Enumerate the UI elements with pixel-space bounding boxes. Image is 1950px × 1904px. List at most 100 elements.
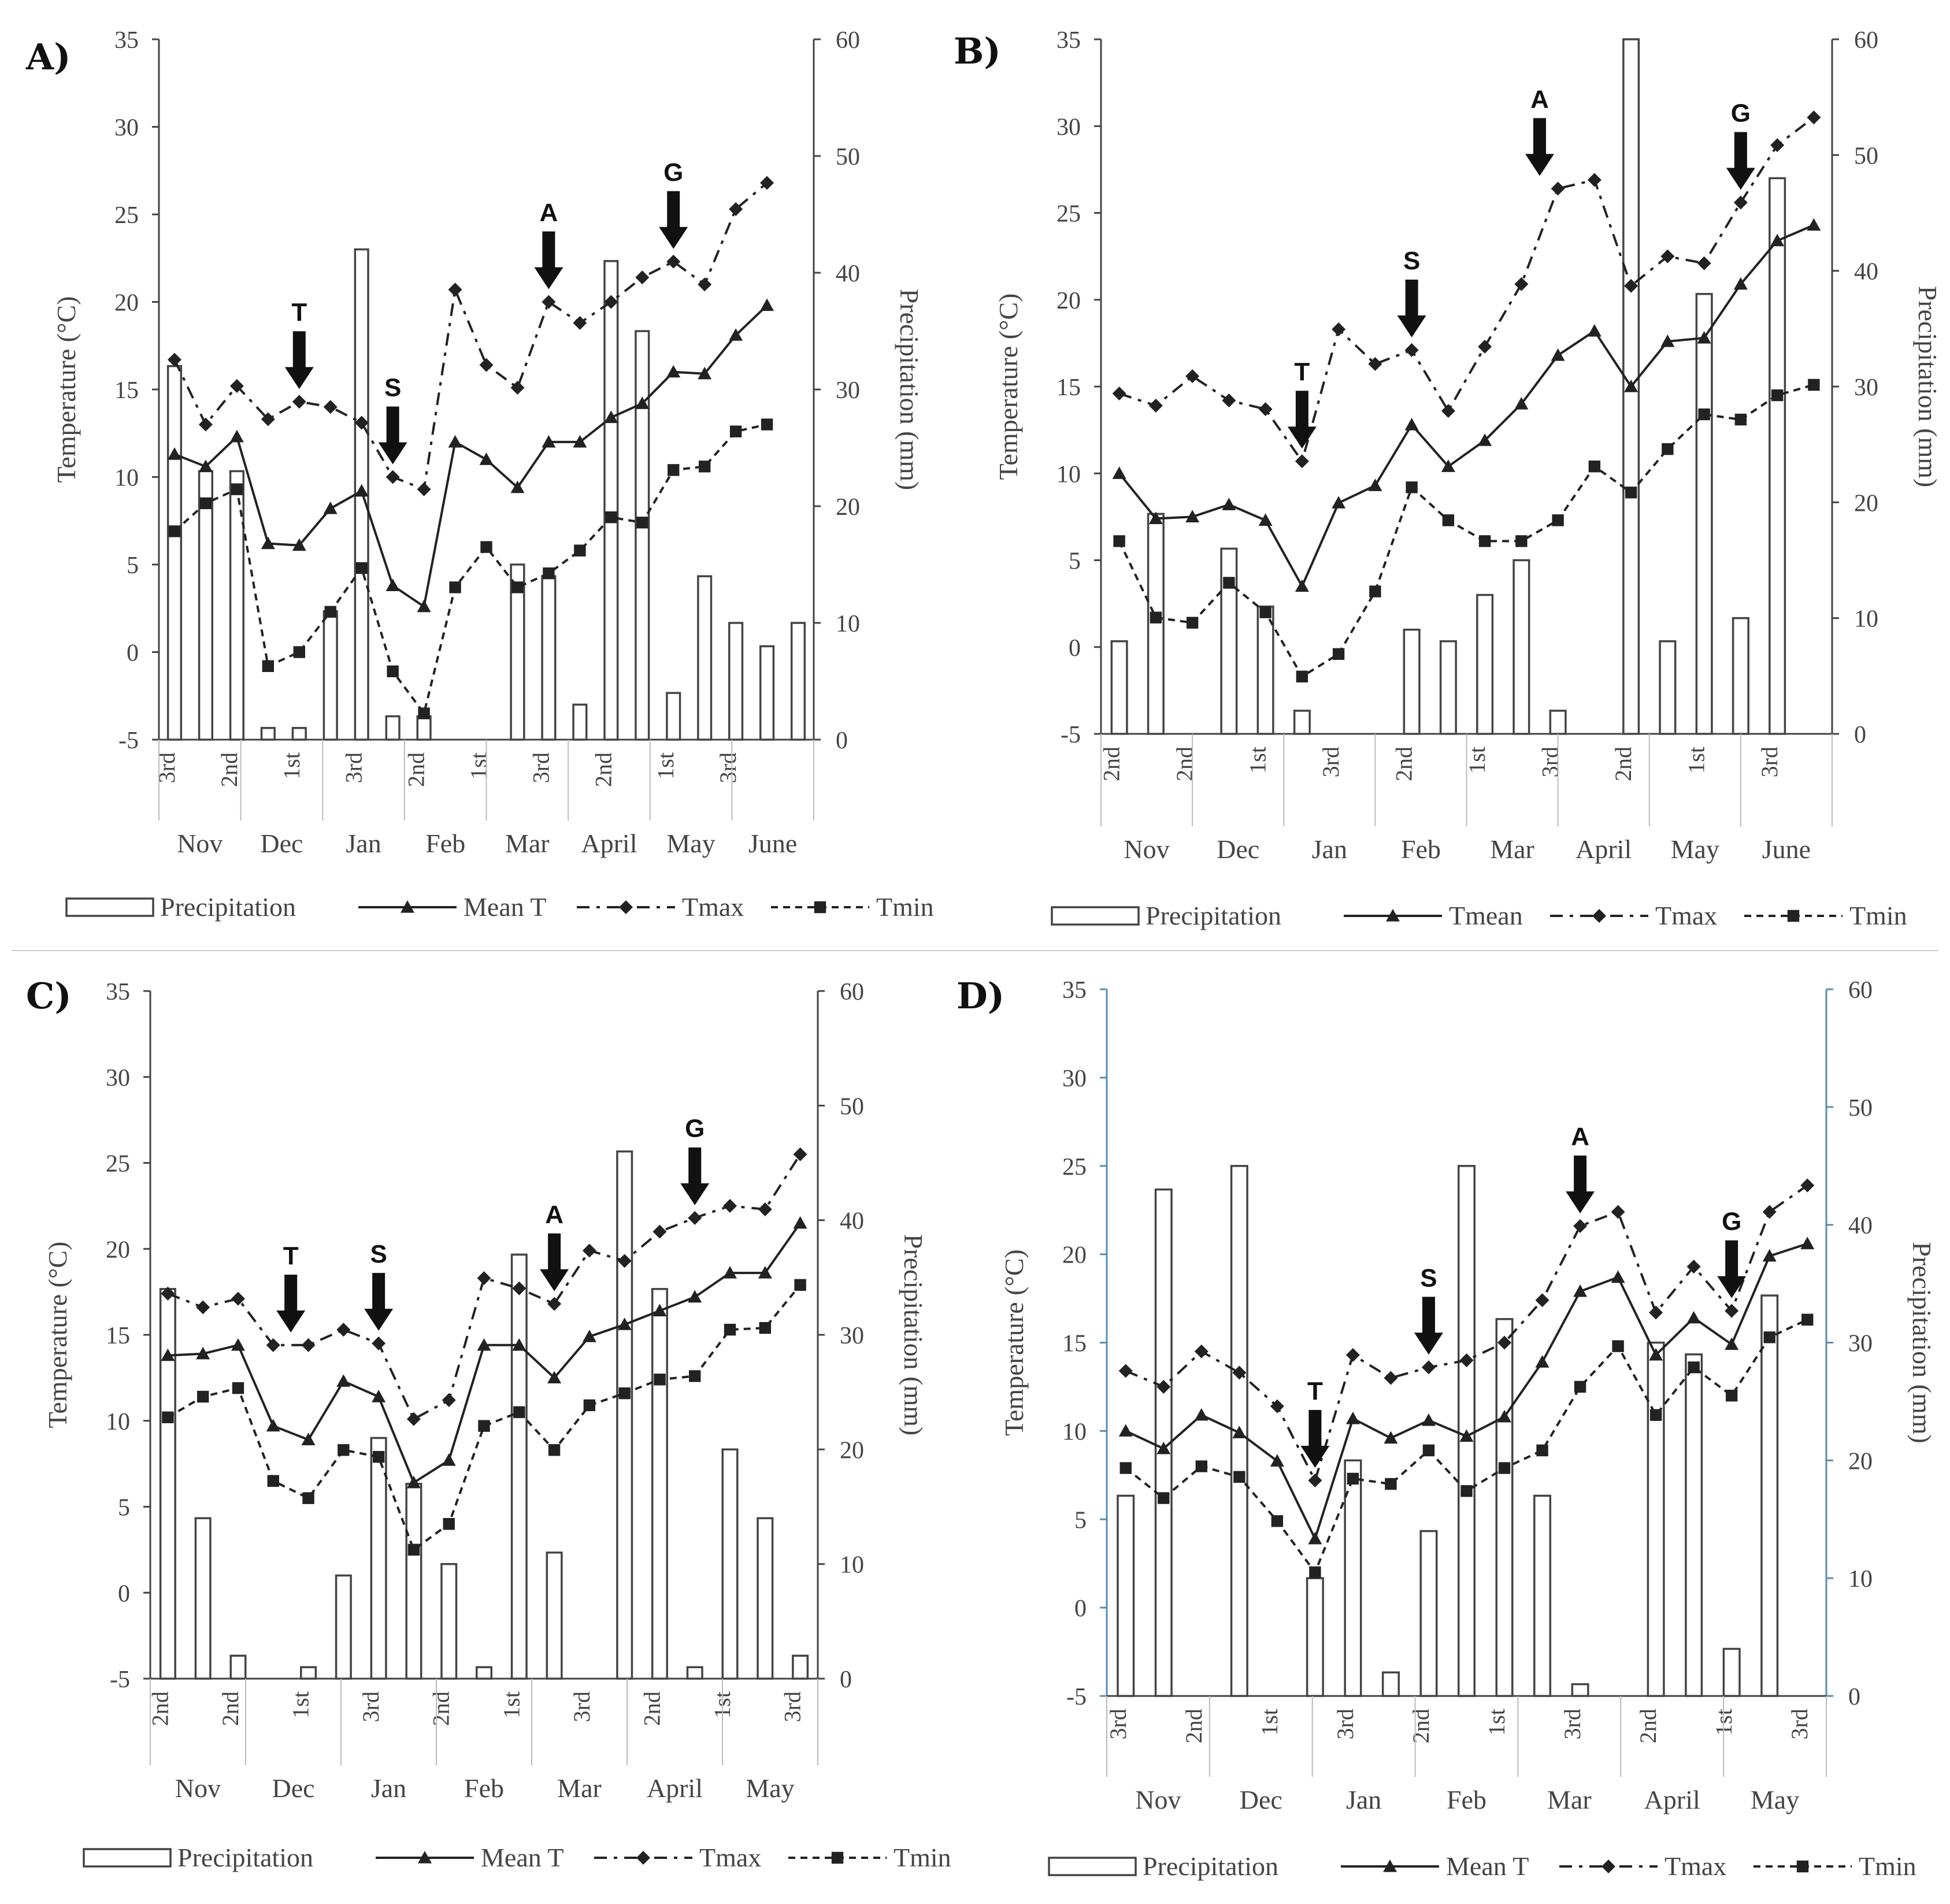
tmin-point (1233, 1471, 1245, 1483)
tmin-point (1688, 1361, 1700, 1374)
tmax-point (1368, 357, 1382, 371)
legend-marker (401, 900, 414, 913)
tmin-point (231, 483, 243, 495)
mean-t-point (479, 452, 494, 465)
event-arrow-label: T (1294, 358, 1310, 386)
left-tick-label: 30 (1056, 114, 1081, 140)
mean-t-point (1295, 579, 1309, 592)
event-arrow (680, 1147, 710, 1205)
x-tick-label: 3rd (341, 752, 367, 783)
legend-label: Tmin (876, 892, 934, 922)
tmin-point (1498, 1462, 1511, 1474)
tmin-point (1271, 1515, 1284, 1527)
month-label: April (1575, 834, 1632, 864)
tmax-point (354, 415, 369, 430)
left-tick-label: 0 (1069, 635, 1081, 662)
right-tick-label: 10 (836, 611, 860, 637)
x-tick-label: 3rd (569, 1691, 595, 1722)
tmax-point (417, 482, 431, 496)
x-tick-label: 2nd (217, 1691, 243, 1726)
mean-t-point (1535, 1355, 1549, 1368)
right-tick-label: 50 (836, 144, 860, 170)
legend-label: Mean T (464, 892, 547, 922)
mean-t-point (1222, 498, 1236, 510)
month-label: Jan (346, 829, 381, 858)
tmax-point (323, 400, 338, 414)
mean-t-point (604, 410, 618, 424)
right-tick-label: 20 (1854, 490, 1878, 517)
mean-t-point (1660, 334, 1675, 347)
tmax-point (1404, 343, 1419, 357)
tmax-point (1800, 1178, 1815, 1193)
precipitation-bar (792, 1654, 809, 1680)
event-arrow (364, 1272, 394, 1331)
panel-label: B) (954, 30, 1001, 72)
x-tick-label: 2nd (147, 1691, 173, 1726)
mean-t-point (1148, 511, 1163, 524)
tmin-point (407, 1543, 420, 1556)
left-tick-label: 20 (114, 290, 139, 317)
tmax-point (1762, 1205, 1777, 1219)
tmax-point (1222, 394, 1236, 408)
mean-t-point (1345, 1411, 1360, 1424)
right-tick-label: 0 (1854, 722, 1866, 748)
mean-t-point (1185, 510, 1200, 522)
tmin-point (355, 562, 368, 574)
left-tick-label: 35 (1056, 27, 1081, 54)
tmax-point (698, 277, 712, 292)
x-tick-label: 2nd (1099, 747, 1125, 781)
mean-t-point (573, 435, 587, 448)
x-tick-label: 2nd (1391, 747, 1417, 781)
precipitation-bar (1476, 593, 1494, 735)
legend-marker (814, 901, 826, 914)
right-tick-label: 60 (840, 979, 864, 1005)
mean-t-point (547, 1371, 562, 1383)
tmax-point (1185, 369, 1200, 383)
left-tick-label: 30 (1062, 1066, 1087, 1092)
month-label: June (1762, 834, 1811, 864)
mean-t-line (1118, 224, 1815, 589)
mean-t-point (198, 459, 213, 472)
x-tick-label: 1st (498, 1691, 524, 1719)
x-tick-label: 2nd (1181, 1709, 1207, 1743)
tmin-point (1422, 1444, 1435, 1457)
precipitation-bar (1549, 710, 1567, 735)
mean-t-point (354, 484, 369, 497)
month-label: April (1644, 1785, 1700, 1814)
mean-t-point (1441, 459, 1455, 472)
tmax-point (1332, 322, 1346, 336)
left-tick-label: -5 (1061, 722, 1081, 748)
mean-t-point (1459, 1429, 1474, 1442)
tmax-point (1624, 279, 1638, 293)
mean-t-point (1551, 348, 1565, 361)
right-axis-title: Precipitation (mm) (1907, 1242, 1937, 1443)
month-label: Feb (464, 1773, 504, 1803)
left-axis-title: Temperature (°C) (43, 1242, 72, 1428)
tmax-point (198, 417, 213, 432)
precipitation-bar (1147, 513, 1165, 735)
tmax-point (760, 176, 774, 190)
precipitation-bar (1403, 628, 1421, 735)
precipitation-bar (721, 1448, 739, 1680)
legend-marker (1592, 909, 1606, 923)
event-arrow-label: S (384, 374, 401, 402)
mean-t-point (196, 1346, 210, 1360)
tmax-point (1308, 1473, 1322, 1487)
legend-label: Tmin (894, 1843, 951, 1872)
mean-t-point (729, 328, 743, 341)
month-label: Mar (1490, 834, 1534, 864)
left-tick-label: 10 (1056, 461, 1081, 488)
precipitation-bar (1769, 177, 1786, 735)
tmax-point (1686, 1260, 1701, 1274)
tmax-point (758, 1202, 772, 1216)
tmin-point (605, 511, 617, 524)
tmin-point (1385, 1478, 1397, 1490)
tmin-point (668, 464, 680, 476)
tmax-point (1270, 1399, 1284, 1413)
right-tick-label: 30 (840, 1323, 864, 1349)
tmin-point (689, 1370, 701, 1382)
tmin-point (1725, 1390, 1738, 1402)
mean-t-point (161, 1348, 175, 1361)
tmin-point (1698, 408, 1710, 421)
tmax-point (229, 378, 244, 393)
